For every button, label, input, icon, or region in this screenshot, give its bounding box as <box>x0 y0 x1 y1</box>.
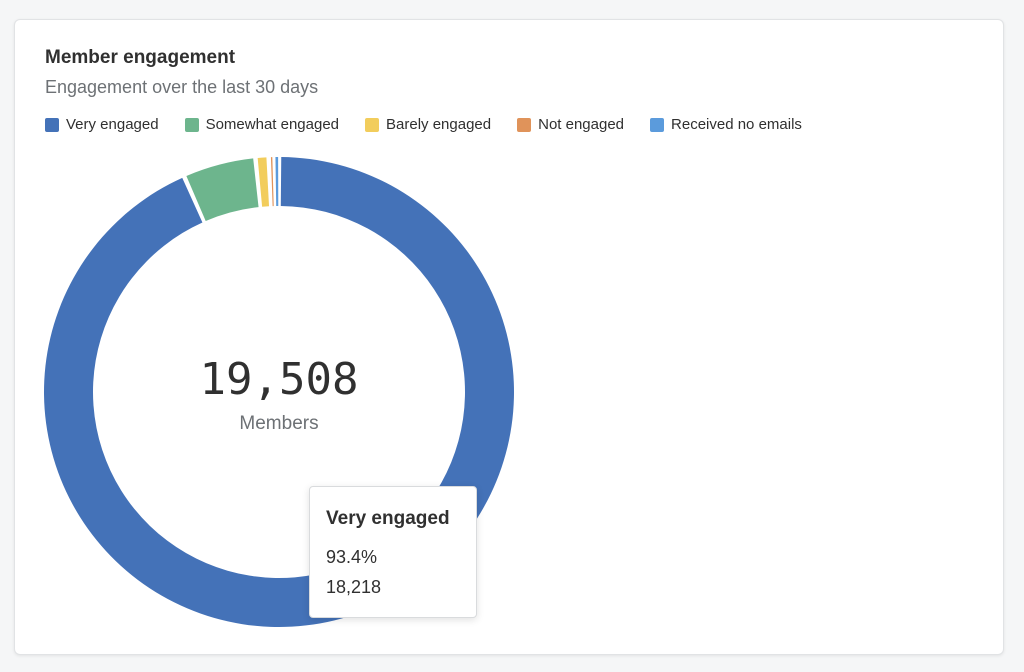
donut-slice-not-engaged[interactable] <box>270 157 274 207</box>
legend-swatch <box>45 117 59 132</box>
donut-slice-somewhat-engaged[interactable] <box>186 158 259 222</box>
card-title: Member engagement <box>45 47 236 68</box>
legend-label: Received no emails <box>671 116 802 133</box>
legend-label: Somewhat engaged <box>205 116 340 133</box>
tooltip-count: 18,218 <box>326 577 382 597</box>
legend-item-not-engaged[interactable]: Not engaged <box>517 116 624 133</box>
total-members-value: 19,508 <box>199 354 359 405</box>
tooltip-title: Very engaged <box>326 508 450 529</box>
legend-swatch <box>517 117 532 132</box>
legend-item-somewhat-engaged[interactable]: Somewhat engaged <box>184 116 340 133</box>
legend-swatch <box>650 117 665 132</box>
donut-slice-received-no-emails[interactable] <box>275 157 279 207</box>
legend-label: Barely engaged <box>386 116 492 133</box>
legend-item-received-no-emails[interactable]: Received no emails <box>650 116 802 133</box>
legend-swatch <box>365 117 380 132</box>
legend-swatch <box>184 117 199 132</box>
legend-label: Not engaged <box>538 116 625 133</box>
donut-chart <box>43 157 514 627</box>
member-engagement-card: Member engagement Engagement over the la… <box>14 19 1004 655</box>
legend-item-barely-engaged[interactable]: Barely engaged <box>365 116 491 133</box>
card-subtitle: Engagement over the last 30 days <box>45 77 319 97</box>
legend-label: Very engaged <box>66 116 159 133</box>
donut-slice-barely-engaged[interactable] <box>257 157 270 207</box>
tooltip-percent: 93.4% <box>326 547 378 567</box>
chart-legend: Very engaged Somewhat engaged Barely eng… <box>45 116 828 133</box>
total-members-label: Members <box>239 413 319 434</box>
chart-tooltip: Very engaged 93.4% 18,218 <box>309 486 477 618</box>
legend-item-very-engaged[interactable]: Very engaged <box>45 116 159 133</box>
